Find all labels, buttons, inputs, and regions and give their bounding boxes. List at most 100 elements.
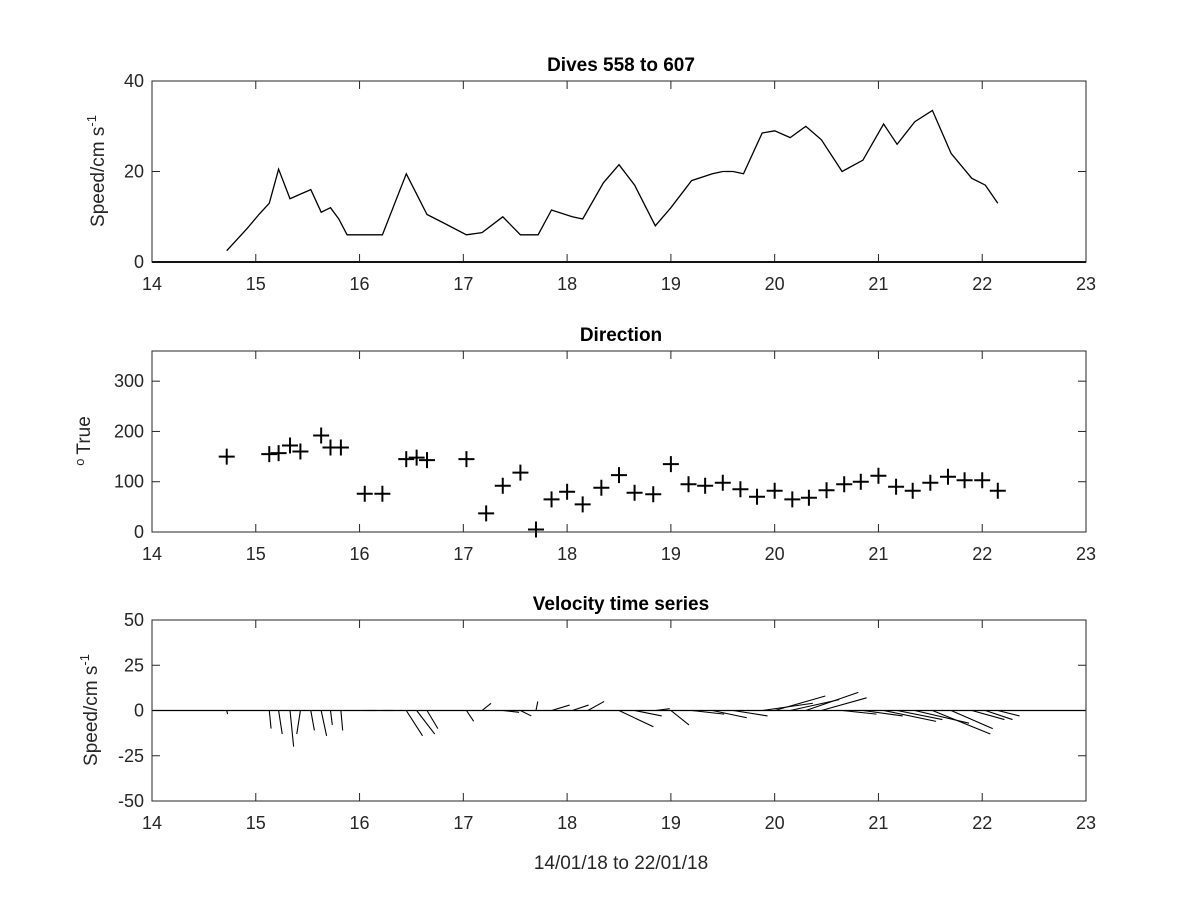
velocity-stick (329, 710, 333, 726)
direction-point (270, 445, 287, 462)
direction-point (356, 485, 373, 502)
direction-point (956, 472, 973, 489)
velocity-panel-xtick-label: 15 (246, 813, 266, 833)
velocity-stick (416, 710, 436, 735)
direction-point (574, 496, 591, 513)
direction-point (611, 467, 627, 484)
velocity-stick (950, 709, 993, 730)
velocity-stick (502, 709, 520, 713)
direction-point (282, 437, 299, 454)
velocity-stick (971, 709, 1005, 721)
direction-panel-ticks: 14 15 16 17 18 19 20 21 22 23 0 100 200 300 (114, 351, 1096, 564)
speed-panel-xtick-label: 23 (1076, 274, 1096, 294)
velocity-panel-xtick-label: 14 (142, 813, 162, 833)
velocity-panel-xtick-label: 18 (557, 813, 577, 833)
direction-point (261, 446, 278, 463)
direction-panel: Direction oTrue 14 15 16 17 18 19 20 21 22 23 0 100… (72, 325, 1096, 564)
direction-point (292, 443, 309, 460)
velocity-stick (842, 709, 877, 715)
velocity-panel-xtick-label: 17 (453, 813, 473, 833)
velocity-stick (465, 710, 475, 722)
velocity-panel: Velocity time series Speed/cm s-1 14 15 16… (77, 594, 1096, 874)
speed-panel-xtick-label: 19 (661, 274, 681, 294)
velocity-stick (320, 710, 328, 736)
velocity-stick (862, 709, 903, 717)
velocity-panel-ytick-label: 50 (124, 610, 144, 630)
direction-point (626, 484, 643, 501)
direction-point (836, 476, 853, 493)
direction-point (922, 474, 939, 491)
direction-panel-frame (151, 350, 1087, 533)
direction-panel-ytick-label: 0 (134, 522, 144, 542)
direction-panel-ytick-label: 300 (114, 371, 144, 391)
velocity-panel-xtick-label: 21 (868, 813, 888, 833)
velocity-stick (296, 710, 301, 735)
direction-point (870, 467, 887, 484)
direction-panel-xtick-label: 16 (350, 544, 370, 564)
velocity-panel-xtick-label: 23 (1076, 813, 1096, 833)
velocity-panel-frame (151, 619, 1087, 802)
velocity-stick (712, 709, 747, 719)
velocity-panel-xtick-label: 19 (661, 813, 681, 833)
speed-panel-ytick-label: 0 (134, 252, 144, 272)
speed-panel: Dives 558 to 607 Speed/cm s-1 14 15 16 17 18… (84, 55, 1096, 294)
velocity-stick (268, 710, 272, 729)
speed-panel-xtick-label: 18 (557, 274, 577, 294)
direction-point (478, 505, 495, 522)
velocity-panel-xtick-label: 20 (765, 813, 785, 833)
direction-panel-xtick-label: 23 (1076, 544, 1096, 564)
velocity-panel-ylabel: Speed/cm s-1 (77, 654, 102, 766)
direction-panel-ytick-label: 200 (114, 421, 144, 441)
speed-panel-xtick-label: 16 (350, 274, 370, 294)
speed-panel-ylabel: Speed/cm s-1 (84, 115, 109, 227)
direction-point (749, 488, 766, 505)
velocity-stick (997, 709, 1020, 717)
direction-point (852, 473, 869, 490)
velocity-panel-ticks: 14 15 16 17 18 19 20 21 22 23 -50 -25 0 25 50 (118, 610, 1096, 833)
velocity-stick (691, 709, 725, 715)
velocity-panel-ytick-label: 0 (134, 701, 144, 721)
velocity-stick (774, 695, 826, 712)
direction-point (888, 478, 905, 495)
velocity-stick (278, 710, 283, 735)
velocity-stick (340, 710, 344, 731)
speed-series-line (226, 109, 999, 252)
speed-panel-xtick-label: 14 (142, 274, 162, 294)
direction-point (800, 489, 817, 506)
velocity-panel-xtick-label: 16 (350, 813, 370, 833)
direction-point (784, 491, 801, 508)
direction-point (374, 485, 391, 502)
velocity-stick (226, 710, 229, 715)
direction-point (662, 456, 679, 473)
direction-point (559, 483, 576, 500)
direction-point (398, 451, 415, 468)
speed-panel-xtick-label: 20 (765, 274, 785, 294)
velocity-stick (551, 704, 570, 712)
speed-panel-ytick-label: 40 (124, 71, 144, 91)
direction-point (680, 476, 697, 493)
direction-point (494, 477, 511, 494)
velocity-stick (587, 700, 605, 711)
direction-panel-marks (218, 427, 1006, 538)
direction-panel-xtick-label: 20 (765, 544, 785, 564)
velocity-stick (883, 709, 937, 722)
direction-point (714, 474, 731, 491)
speed-panel-title: Dives 558 to 607 (547, 55, 695, 76)
velocity-stick (426, 710, 439, 729)
direction-panel-xtick-label: 15 (246, 544, 266, 564)
direction-panel-xtick-label: 18 (557, 544, 577, 564)
speed-panel-ytick-label: 20 (124, 162, 144, 182)
direction-panel-xtick-label: 19 (661, 544, 681, 564)
velocity-stick (535, 701, 539, 711)
speed-panel-frame (151, 80, 1087, 263)
direction-panel-xtick-label: 21 (868, 544, 888, 564)
direction-point (543, 491, 560, 508)
velocity-stick (805, 691, 859, 712)
velocity-stick (572, 704, 589, 712)
velocity-panel-ytick-label: -50 (118, 791, 144, 811)
speed-panel-marks (152, 109, 1086, 263)
direction-point (732, 481, 749, 498)
velocity-stick (985, 709, 1013, 721)
direction-point (939, 468, 956, 485)
direction-point (974, 472, 991, 489)
